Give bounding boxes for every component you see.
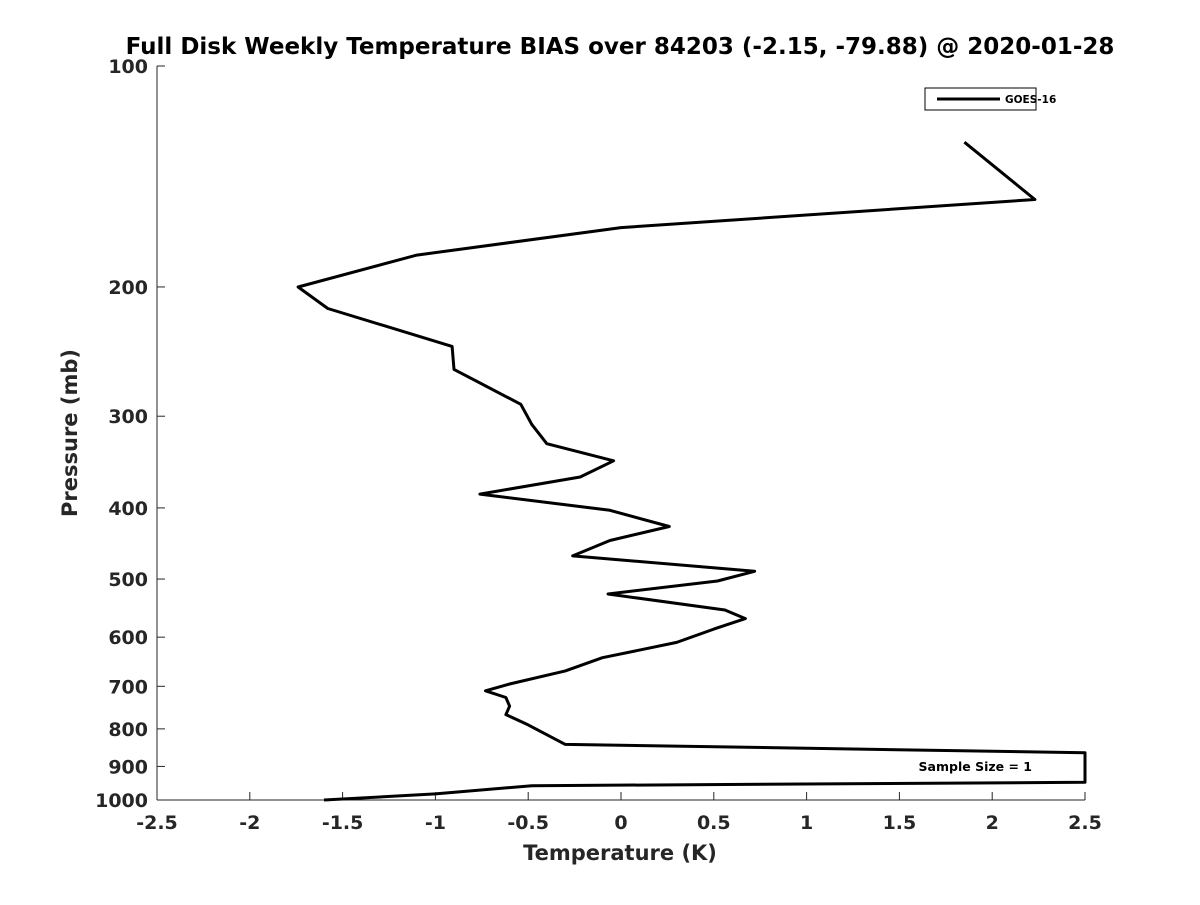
plot-axes: -2.5 -2 -1.5 -1 -0.5 0 0.5 1 1.5 2 2.5 100 200 300 400…	[95, 56, 1102, 834]
sample-size-annotation: Sample Size = 1	[919, 759, 1032, 774]
legend: GOES-16	[924, 87, 1056, 111]
y-tick-label: 100	[108, 56, 148, 78]
x-tick-label: 2	[986, 812, 999, 834]
y-tick-label: 200	[108, 277, 148, 299]
y-tick-label: 700	[108, 676, 148, 698]
y-tick-label: 900	[108, 756, 148, 778]
legend-label-goes-16: GOES-16	[1005, 94, 1056, 106]
y-tick-label: 800	[108, 719, 148, 741]
x-tick-label: 1	[800, 812, 813, 834]
x-tick-label: 1.5	[883, 812, 917, 834]
x-tick-label: -1.5	[322, 812, 364, 834]
x-tick-label: -2	[239, 812, 260, 834]
x-tick-label: -0.5	[507, 812, 549, 834]
y-tick-label: 1000	[95, 790, 148, 812]
y-tick-label: 600	[108, 627, 148, 649]
chart-title: Full Disk Weekly Temperature BIAS over 8…	[126, 34, 1115, 60]
series-line-goes-16	[296, 141, 1087, 802]
x-tick-label: 2.5	[1068, 812, 1102, 834]
y-tick-label: 500	[108, 569, 148, 591]
x-tick-label: 0	[614, 812, 627, 834]
x-tick-label: 0.5	[697, 812, 731, 834]
x-tick-label: -2.5	[136, 812, 178, 834]
x-tick-label: -1	[425, 812, 446, 834]
y-tick-label: 400	[108, 498, 148, 520]
x-axis-label: Temperature (K)	[523, 841, 717, 865]
y-tick-label: 300	[108, 406, 148, 428]
plot-area	[296, 141, 1087, 802]
y-axis-label: Pressure (mb)	[58, 349, 82, 517]
